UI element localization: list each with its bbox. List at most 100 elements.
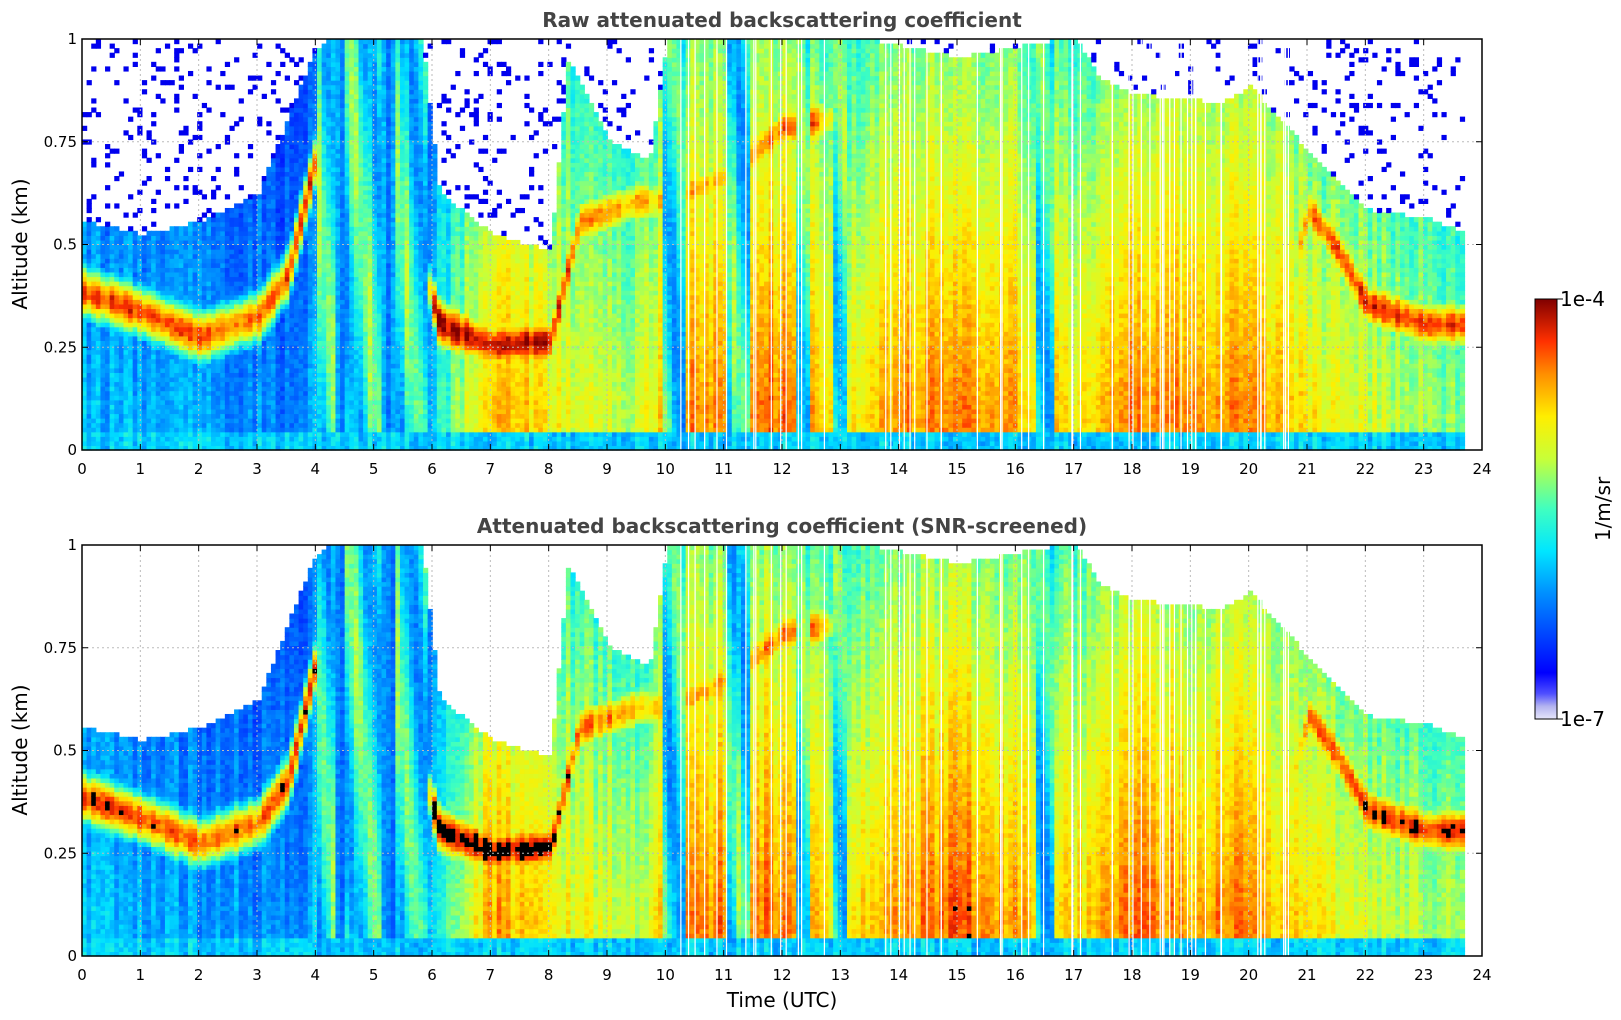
heatmap-cell: [114, 331, 119, 336]
heatmap-cell: [96, 286, 101, 291]
heatmap-cell: [165, 441, 170, 446]
heatmap-cell: [123, 249, 128, 254]
heatmap-cell: [151, 423, 156, 428]
heatmap-cell: [133, 62, 138, 67]
heatmap-cell: [105, 409, 110, 414]
heatmap-cell: [119, 386, 124, 391]
heatmap-cell: [142, 354, 147, 359]
heatmap-cell: [128, 409, 133, 414]
heatmap-cell: [151, 404, 156, 409]
heatmap-cell: [160, 308, 165, 313]
heatmap-cell: [170, 363, 175, 368]
heatmap-cell: [156, 327, 161, 332]
heatmap-cell: [128, 272, 133, 277]
heatmap-cell: [147, 254, 152, 259]
heatmap-cell: [133, 382, 138, 387]
heatmap-cell: [100, 249, 105, 254]
heatmap-cell: [133, 372, 138, 377]
heatmap-cell: [91, 423, 96, 428]
heatmap-cell: [147, 272, 152, 277]
heatmap-cell: [165, 391, 170, 396]
heatmap-cell: [128, 331, 133, 336]
heatmap-cell: [96, 336, 101, 341]
heatmap-cell: [133, 267, 138, 272]
heatmap-cell: [110, 267, 115, 272]
heatmap-cell: [91, 281, 96, 286]
heatmap-cell: [128, 290, 133, 295]
heatmap-cell: [110, 432, 115, 437]
heatmap-cell: [151, 418, 156, 423]
heatmap-cell: [165, 176, 170, 181]
heatmap-cell: [105, 327, 110, 332]
heatmap-cell: [110, 395, 115, 400]
heatmap-cell: [160, 254, 165, 259]
heatmap-cell: [82, 340, 87, 345]
heatmap-cell: [156, 391, 161, 396]
heatmap-cell: [156, 295, 161, 300]
heatmap-cell: [110, 436, 115, 441]
heatmap-cell: [82, 413, 87, 418]
heatmap-cell: [156, 418, 161, 423]
heatmap-cell: [96, 418, 101, 423]
heatmap-cell: [147, 231, 152, 236]
heatmap-cell: [96, 44, 101, 49]
heatmap-cell: [123, 245, 128, 250]
heatmap-cell: [105, 231, 110, 236]
heatmap-cell: [96, 327, 101, 332]
heatmap-cell: [105, 254, 110, 259]
heatmap-cell: [165, 404, 170, 409]
heatmap-cell: [142, 423, 147, 428]
heatmap-cell: [100, 436, 105, 441]
heatmap-cell: [87, 336, 92, 341]
heatmap-cell: [142, 368, 147, 373]
heatmap-cell: [114, 377, 119, 382]
heatmap-cell: [119, 331, 124, 336]
heatmap-cell: [114, 409, 119, 414]
heatmap-cell: [128, 423, 133, 428]
heatmap-cell: [128, 377, 133, 382]
heatmap-cell: [151, 409, 156, 414]
heatmap-cell: [142, 409, 147, 414]
heatmap-cell: [156, 94, 161, 99]
heatmap-cell: [147, 263, 152, 268]
heatmap-cell: [82, 258, 87, 263]
heatmap-cell: [119, 313, 124, 318]
heatmap-cell: [160, 359, 165, 364]
heatmap-cell: [170, 290, 175, 295]
heatmap-cell: [165, 363, 170, 368]
heatmap-cell: [147, 245, 152, 250]
heatmap-cell: [114, 363, 119, 368]
heatmap-cell: [170, 322, 175, 327]
heatmap-cell: [87, 441, 92, 446]
heatmap-cell: [100, 409, 105, 414]
heatmap-cell: [142, 432, 147, 437]
heatmap-cell: [100, 382, 105, 387]
heatmap-cell: [119, 235, 124, 240]
heatmap-cell: [156, 336, 161, 341]
heatmap-cell: [165, 427, 170, 432]
heatmap-cell: [114, 423, 119, 428]
heatmap-cell: [110, 245, 115, 250]
heatmap-cell: [142, 258, 147, 263]
heatmap-cell: [151, 331, 156, 336]
heatmap-cell: [100, 354, 105, 359]
heatmap-cell: [156, 340, 161, 345]
heatmap-cell: [119, 267, 124, 272]
heatmap-cell: [119, 395, 124, 400]
heatmap-cell: [119, 382, 124, 387]
heatmap-cell: [105, 368, 110, 373]
heatmap-cell: [123, 409, 128, 414]
heatmap-cell: [151, 327, 156, 332]
heatmap-cell: [133, 441, 138, 446]
heatmap-cell: [123, 372, 128, 377]
heatmap-cell: [156, 254, 161, 259]
heatmap-cell: [82, 295, 87, 300]
heatmap-cell: [142, 295, 147, 300]
heatmap-cell: [147, 377, 152, 382]
heatmap-cell: [151, 112, 156, 117]
heatmap-cell: [114, 354, 119, 359]
heatmap-cell: [110, 299, 115, 304]
heatmap-cell: [156, 245, 161, 250]
heatmap-cell: [151, 263, 156, 268]
heatmap-cell: [147, 350, 152, 355]
